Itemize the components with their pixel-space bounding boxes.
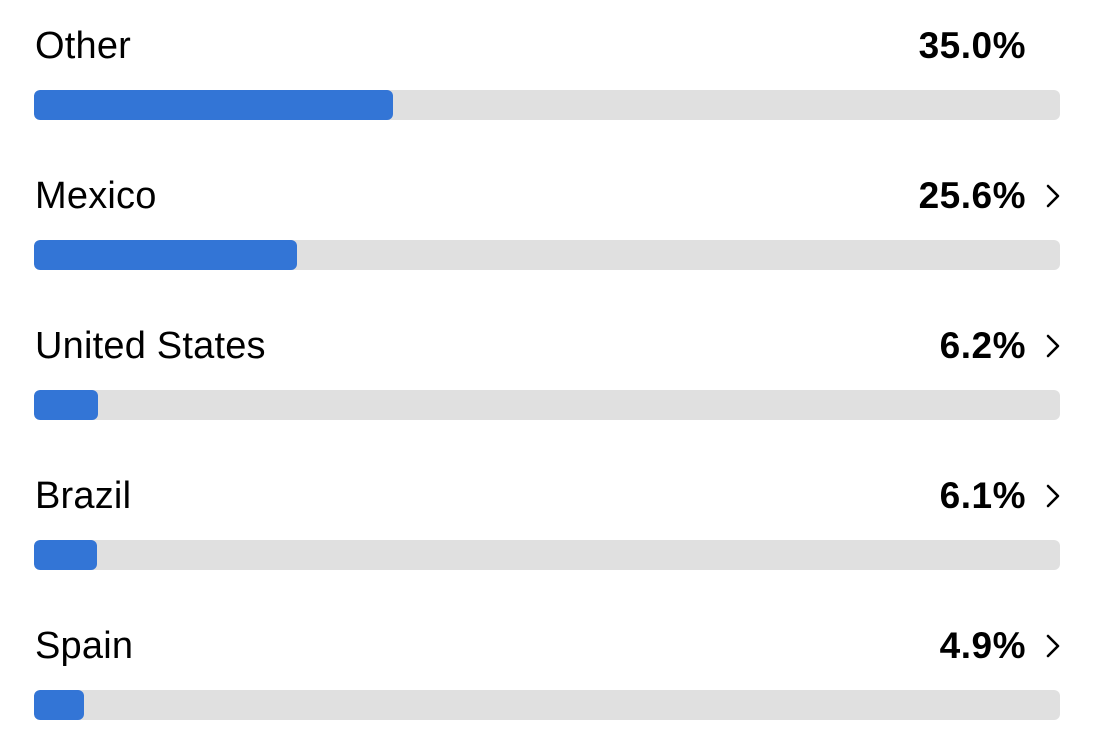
country-value: 4.9% xyxy=(940,622,1060,670)
progress-fill xyxy=(34,690,85,720)
country-name: Brazil xyxy=(35,475,132,517)
country-name: Other xyxy=(35,25,132,67)
progress-track xyxy=(34,540,1060,570)
country-percent: 6.1% xyxy=(939,475,1026,516)
country-name: Spain xyxy=(35,625,134,667)
country-row-header: Brazil 6.1% xyxy=(34,472,1060,520)
country-name: Mexico xyxy=(35,175,157,217)
progress-fill xyxy=(34,390,98,420)
country-row-header: United States 6.2% xyxy=(34,322,1060,370)
country-percent: 6.2% xyxy=(939,325,1026,366)
country-name: United States xyxy=(35,325,266,367)
progress-fill xyxy=(34,90,394,120)
chevron-right-icon xyxy=(1026,22,1060,70)
country-percent: 35.0% xyxy=(918,25,1026,66)
chevron-right-icon[interactable] xyxy=(1026,472,1060,520)
country-percent: 25.6% xyxy=(918,175,1026,216)
country-breakdown-list: Other 35.0% Mexico 25.6% xyxy=(34,0,1060,750)
country-row-header: Other 35.0% xyxy=(34,22,1060,70)
progress-track xyxy=(34,690,1060,720)
country-row-spain[interactable]: Spain 4.9% xyxy=(34,600,1060,750)
progress-track xyxy=(34,390,1060,420)
progress-track xyxy=(34,240,1060,270)
country-row-brazil[interactable]: Brazil 6.1% xyxy=(34,450,1060,600)
country-value: 6.2% xyxy=(940,322,1060,370)
country-row-header: Mexico 25.6% xyxy=(34,172,1060,220)
chevron-right-icon[interactable] xyxy=(1026,172,1060,220)
chevron-right-icon[interactable] xyxy=(1026,322,1060,370)
country-row-united-states[interactable]: United States 6.2% xyxy=(34,300,1060,450)
country-value: 35.0% xyxy=(919,22,1060,70)
chevron-right-icon[interactable] xyxy=(1026,622,1060,670)
country-percent: 4.9% xyxy=(939,625,1026,666)
country-value: 6.1% xyxy=(940,472,1060,520)
progress-fill xyxy=(34,240,297,270)
country-value: 25.6% xyxy=(919,172,1060,220)
country-row-header: Spain 4.9% xyxy=(34,622,1060,670)
progress-track xyxy=(34,90,1060,120)
country-row-other: Other 35.0% xyxy=(34,0,1060,150)
progress-fill xyxy=(34,540,97,570)
country-row-mexico[interactable]: Mexico 25.6% xyxy=(34,150,1060,300)
